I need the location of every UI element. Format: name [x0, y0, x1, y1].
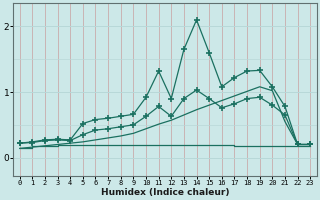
- X-axis label: Humidex (Indice chaleur): Humidex (Indice chaleur): [101, 188, 229, 197]
